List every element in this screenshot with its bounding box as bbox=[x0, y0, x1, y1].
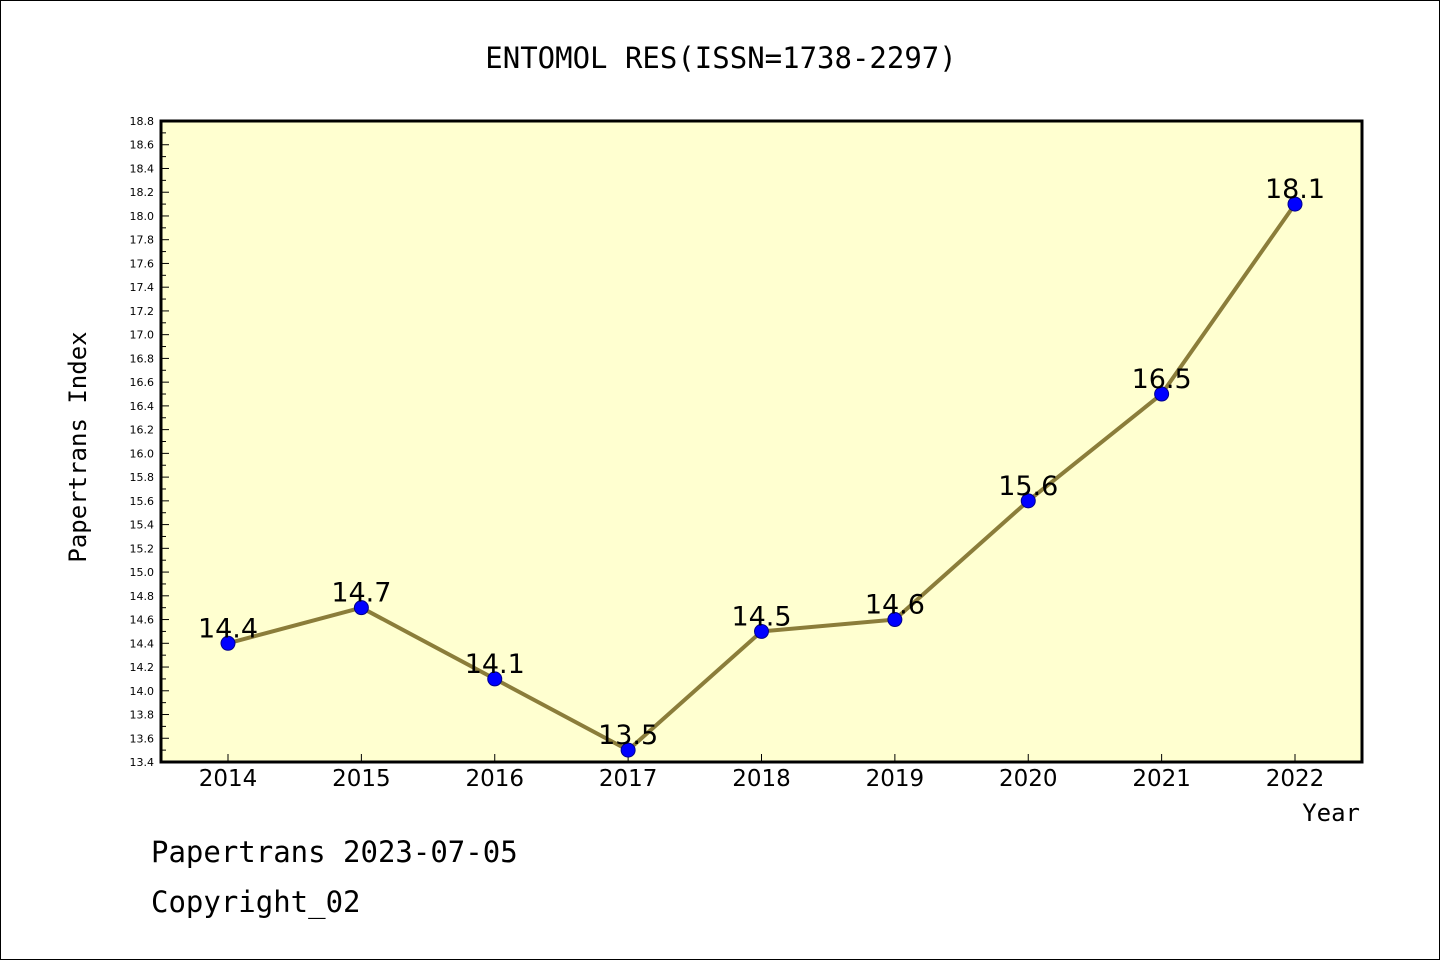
data-point bbox=[620, 742, 636, 758]
data-label: 18.1 bbox=[1265, 174, 1325, 205]
x-tick-label: 2019 bbox=[866, 766, 925, 792]
y-tick-label: 16.8 bbox=[130, 352, 155, 365]
data-point bbox=[1287, 196, 1303, 212]
chart-title: ENTOMOL RES(ISSN=1738-2297) bbox=[485, 41, 956, 75]
data-point bbox=[1154, 386, 1170, 402]
x-tick-label: 2017 bbox=[599, 766, 658, 792]
y-tick-label: 15.4 bbox=[130, 519, 155, 532]
y-tick-label: 17.4 bbox=[130, 281, 155, 294]
y-tick-label: 17.8 bbox=[130, 234, 155, 247]
x-tick-label: 2020 bbox=[999, 766, 1058, 792]
footer-copyright: Copyright_02 bbox=[151, 885, 361, 919]
y-tick-label: 18.8 bbox=[130, 115, 155, 128]
data-markers bbox=[220, 196, 1303, 758]
data-label: 16.5 bbox=[1132, 364, 1192, 395]
data-label: 13.5 bbox=[598, 720, 658, 751]
y-tick-label: 13.6 bbox=[130, 732, 155, 745]
y-tick-label: 18.0 bbox=[130, 210, 155, 223]
y-tick-label: 15.6 bbox=[130, 495, 155, 508]
y-tick-label: 15.0 bbox=[130, 566, 155, 579]
x-tick-label: 2016 bbox=[465, 766, 524, 792]
data-label: 15.6 bbox=[998, 471, 1058, 502]
data-label: 14.4 bbox=[198, 613, 258, 644]
y-tick-label: 16.0 bbox=[130, 447, 155, 460]
x-axis-ticks: 2014 2015 2016 2017 2018 2019 2020 2021 2022 bbox=[199, 754, 1325, 792]
y-tick-label: 15.8 bbox=[130, 471, 155, 484]
y-axis-ticks: 13.4 13.6 13.8 14.0 14.2 14.4 14.6 14.8 15.0 15.2… bbox=[130, 115, 169, 769]
x-tick-label: 2021 bbox=[1132, 766, 1191, 792]
y-tick-label: 14.4 bbox=[130, 637, 155, 650]
y-tick-label: 14.6 bbox=[130, 614, 155, 627]
data-point bbox=[754, 623, 769, 639]
data-point bbox=[1020, 493, 1036, 509]
plot-background bbox=[161, 121, 1362, 762]
y-tick-label: 17.6 bbox=[130, 257, 155, 270]
data-labels: 14.4 14.7 14.1 13.5 14.5 14.6 15.6 16.5 18.1 bbox=[198, 174, 1325, 751]
y-tick-label: 17.0 bbox=[130, 329, 155, 342]
y-tick-label: 14.8 bbox=[130, 590, 155, 603]
y-axis-label: Papertrans Index bbox=[64, 331, 92, 562]
y-tick-label: 14.2 bbox=[130, 661, 155, 674]
x-axis-label: Year bbox=[1302, 799, 1360, 827]
y-tick-label: 13.4 bbox=[130, 756, 155, 769]
x-tick-label: 2015 bbox=[332, 766, 391, 792]
data-point bbox=[353, 600, 369, 616]
data-point bbox=[887, 612, 903, 628]
data-label: 14.1 bbox=[465, 649, 525, 680]
y-tick-label: 14.0 bbox=[130, 685, 155, 698]
y-tick-label: 18.4 bbox=[130, 162, 155, 175]
x-tick-label: 2022 bbox=[1266, 766, 1325, 792]
x-tick-label: 2014 bbox=[199, 766, 258, 792]
data-point bbox=[220, 635, 236, 651]
y-tick-label: 16.4 bbox=[130, 400, 155, 413]
data-point bbox=[487, 671, 503, 687]
x-tick-label: 2018 bbox=[732, 766, 791, 792]
data-label: 14.7 bbox=[331, 578, 391, 609]
data-label: 14.5 bbox=[731, 601, 791, 632]
plot-frame bbox=[159, 119, 1364, 764]
y-tick-label: 13.8 bbox=[130, 709, 155, 722]
y-tick-label: 18.2 bbox=[130, 186, 155, 199]
y-tick-label: 16.2 bbox=[130, 424, 155, 437]
y-tick-label: 18.6 bbox=[130, 139, 155, 152]
footer-date: Papertrans 2023-07-05 bbox=[151, 835, 518, 869]
data-label: 14.6 bbox=[865, 590, 925, 621]
y-tick-label: 16.6 bbox=[130, 376, 155, 389]
y-tick-label: 17.2 bbox=[130, 305, 155, 318]
y-tick-label: 15.2 bbox=[130, 542, 155, 555]
